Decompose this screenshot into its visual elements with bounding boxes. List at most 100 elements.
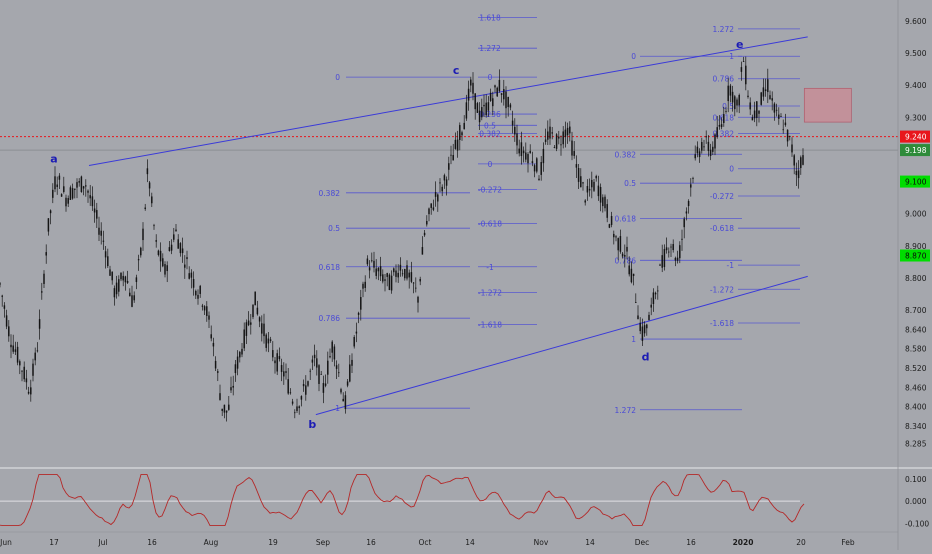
candle xyxy=(236,350,239,376)
fib-b-c[interactable]: 1.618 1.272 0 0.236 0.50.382 0 -0.272 -0.618 -1 -… xyxy=(478,14,537,330)
candle xyxy=(285,363,287,380)
candle xyxy=(692,176,694,184)
candle xyxy=(241,343,243,358)
candle xyxy=(8,320,10,342)
candle xyxy=(368,260,371,279)
candle xyxy=(406,260,408,281)
candle xyxy=(487,96,490,117)
fib-c-d[interactable]: 0 0.382 0.5 0.618 0.786 1 1.272 xyxy=(615,52,742,415)
candle xyxy=(652,288,655,312)
candle xyxy=(91,186,94,211)
candle xyxy=(203,305,206,316)
candle xyxy=(100,222,102,245)
target-zone-box[interactable] xyxy=(803,87,852,123)
candle xyxy=(23,361,25,382)
candle xyxy=(459,122,461,151)
price-tag-label: 9.240 xyxy=(905,133,927,142)
candle xyxy=(639,317,641,335)
price-tick-label: 8.400 xyxy=(905,403,927,412)
candle xyxy=(529,144,531,154)
price-tag-9-100[interactable]: 9.100 xyxy=(900,175,930,188)
candle xyxy=(96,202,98,228)
candle xyxy=(602,194,604,213)
candle xyxy=(443,173,446,189)
candle xyxy=(164,261,166,278)
price-tag-9-240[interactable]: 9.240 xyxy=(900,130,930,143)
candle xyxy=(47,218,50,236)
price-tag-8-870[interactable]: 8.870 xyxy=(900,249,930,262)
price-tag-9-198[interactable]: 9.198 xyxy=(900,144,930,157)
candle xyxy=(401,269,404,277)
candle xyxy=(795,162,798,187)
candle xyxy=(767,68,769,103)
price-tick-label: 8.285 xyxy=(905,440,927,449)
candle xyxy=(186,250,188,270)
candle xyxy=(344,391,347,414)
candle xyxy=(630,261,633,284)
candle xyxy=(173,227,175,243)
candle xyxy=(338,363,340,378)
candle xyxy=(5,309,8,330)
candle xyxy=(573,141,575,159)
oscillator-pane xyxy=(0,467,932,527)
candle xyxy=(351,353,353,374)
candle xyxy=(410,261,413,284)
candle xyxy=(562,126,564,149)
candle xyxy=(555,133,558,152)
candle xyxy=(322,375,325,404)
candle xyxy=(349,355,351,383)
candle xyxy=(87,189,89,203)
candle xyxy=(120,272,122,282)
candle xyxy=(751,114,754,121)
candle xyxy=(549,118,551,145)
candle xyxy=(102,230,105,250)
candle xyxy=(3,302,6,318)
candle xyxy=(43,270,45,288)
candle xyxy=(111,271,113,285)
price-candles xyxy=(0,56,804,422)
candle xyxy=(580,168,582,188)
wave-label-b: b xyxy=(308,418,316,431)
candle xyxy=(1,294,3,307)
candle xyxy=(588,178,591,197)
candle xyxy=(500,93,503,103)
candle xyxy=(232,375,234,396)
candle xyxy=(654,291,657,300)
candle xyxy=(441,184,443,197)
candle xyxy=(769,90,771,100)
time-axis[interactable]: Jun 17 Jul 16 Aug 19 Sep 16 Oct 14 Nov 14 Dec 16 2020 2… xyxy=(0,531,898,547)
candle xyxy=(69,185,72,200)
candle xyxy=(591,171,593,199)
candle xyxy=(280,358,283,382)
price-axis[interactable]: 9.6009.5009.4009.3009.2009.1009.0008.900… xyxy=(897,0,930,550)
candle xyxy=(162,253,164,268)
candle xyxy=(646,323,648,336)
fib-level-label: -0.618 xyxy=(478,219,502,228)
candle xyxy=(151,192,153,208)
candle xyxy=(696,141,699,158)
candle xyxy=(177,234,179,249)
candle xyxy=(360,289,362,321)
candle xyxy=(267,331,270,353)
candle xyxy=(287,368,289,395)
wave-label-d: d xyxy=(642,350,650,363)
candle xyxy=(793,153,795,175)
candle xyxy=(489,88,492,102)
time-tick-label: Aug xyxy=(204,538,219,547)
candle xyxy=(705,130,707,144)
candle xyxy=(527,152,529,173)
candle xyxy=(155,234,157,248)
candle xyxy=(159,242,162,272)
candle xyxy=(41,282,43,300)
candle xyxy=(49,209,52,225)
candle xyxy=(465,94,468,121)
channel-lower-line[interactable] xyxy=(315,275,808,416)
fib-level-label: 0.786 xyxy=(319,314,341,323)
candle xyxy=(685,207,688,221)
candle xyxy=(668,247,670,258)
channel-upper-line[interactable] xyxy=(88,36,808,166)
candle xyxy=(533,163,536,178)
candle xyxy=(791,137,793,157)
